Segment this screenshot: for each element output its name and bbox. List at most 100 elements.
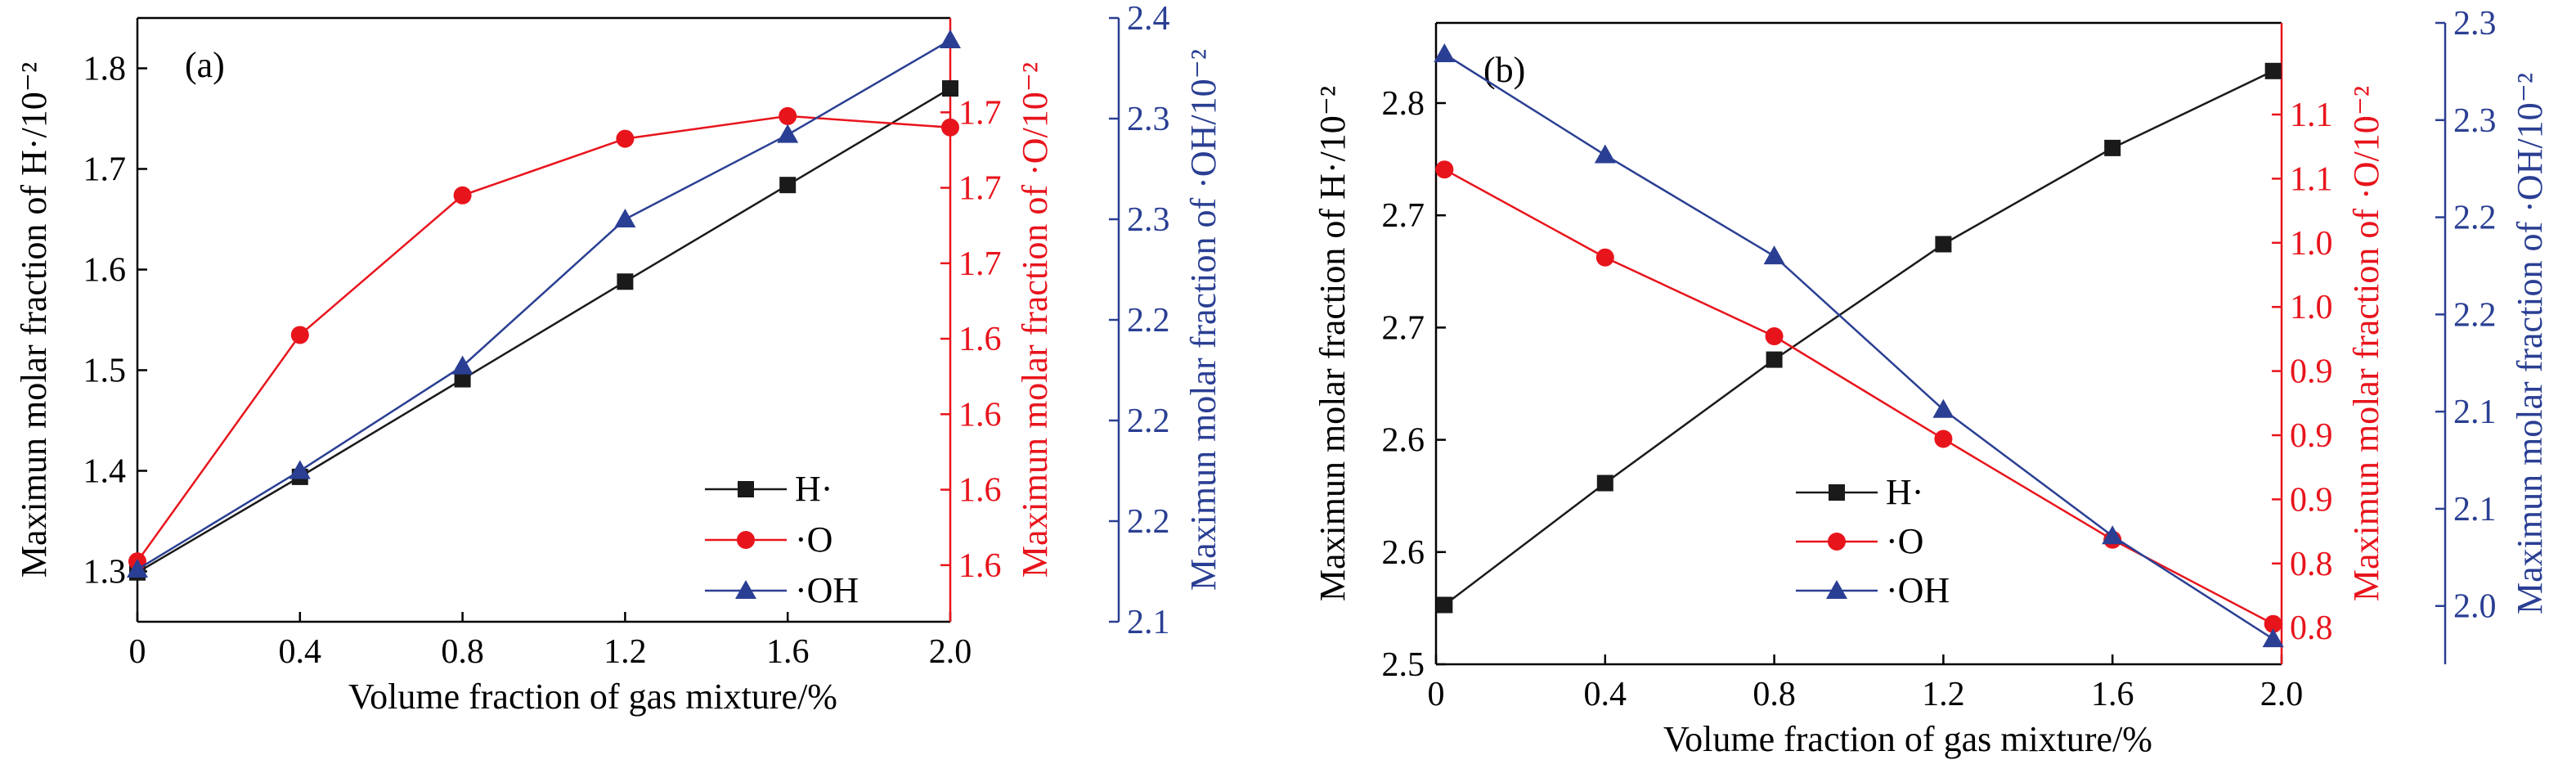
right1-tick-label: 1.7 — [958, 170, 1002, 208]
x-axis-label: Volume fraction of gas mixture/% — [1663, 719, 2152, 759]
right2-tick-label: 2.3 — [1127, 201, 1170, 239]
right2-tick-label: 2.2 — [2453, 296, 2497, 334]
right1-tick-label: 0.8 — [2290, 546, 2333, 583]
series-0-point — [2264, 62, 2282, 79]
left-tick-label: 2.7 — [1382, 309, 1425, 347]
legend-label-1: ·O — [1886, 521, 1923, 561]
series-1-point — [941, 118, 959, 137]
series-0-point — [1935, 236, 1952, 253]
right1-tick-label: 0.9 — [2290, 353, 2333, 391]
x-tick-label: 2.0 — [929, 633, 972, 671]
series-2-point — [451, 355, 473, 375]
right2-tick-label: 2.1 — [1127, 604, 1170, 641]
legend-label-2: ·OH — [1886, 570, 1950, 610]
x-tick-label: 1.2 — [604, 633, 647, 671]
series-0-point — [454, 371, 471, 388]
right1-tick-label: 1.6 — [958, 396, 1002, 434]
series-line-2 — [137, 38, 951, 571]
right1-tick-label: 0.8 — [2290, 609, 2333, 647]
series-2-point — [1932, 398, 1954, 418]
right2-tick-label: 2.2 — [1127, 402, 1170, 440]
series-2-point — [289, 460, 311, 479]
left-tick-label: 2.8 — [1382, 85, 1425, 123]
series-2-point — [1434, 43, 1456, 63]
left-tick-label: 2.6 — [1382, 422, 1425, 460]
left-tick-label: 1.8 — [83, 51, 127, 88]
x-tick-label: 0.8 — [1752, 676, 1796, 713]
panel-label: (a) — [185, 45, 225, 85]
right2-tick-label: 2.3 — [1127, 101, 1170, 138]
series-2-point — [940, 29, 961, 49]
left-tick-label: 1.5 — [83, 353, 127, 390]
right2-tick-label: 2.0 — [2453, 588, 2497, 626]
right2-tick-label: 2.3 — [2453, 102, 2497, 140]
series-line-1 — [1443, 169, 2274, 625]
series-1-point — [453, 186, 472, 205]
right1-tick-label: 1.1 — [2290, 160, 2333, 198]
right2-tick-label: 2.2 — [2453, 200, 2497, 237]
series-0-point — [1766, 351, 1783, 368]
legend-label-2: ·OH — [795, 570, 859, 610]
legend-marker-0 — [1829, 484, 1845, 501]
series-0-point — [779, 177, 797, 194]
right1-tick-label: 1.6 — [958, 547, 1002, 585]
right1-tick-label: 1.7 — [958, 94, 1002, 132]
panel-label: (b) — [1483, 50, 1525, 90]
right2-tick-label: 2.4 — [1127, 0, 1170, 38]
legend-marker-1 — [1828, 533, 1846, 551]
series-0-point — [1436, 596, 1453, 614]
series-2-point — [614, 209, 636, 227]
left-tick-label: 2.5 — [1382, 646, 1425, 684]
x-tick-label: 0 — [129, 633, 146, 671]
x-tick-label: 0.4 — [279, 633, 322, 671]
right2-tick-label: 2.1 — [2453, 491, 2497, 528]
right1-tick-label: 1.6 — [958, 472, 1002, 510]
series-2-point — [127, 559, 148, 578]
series-0-point — [1596, 474, 1613, 492]
legend-marker-2 — [1826, 580, 1847, 599]
right1-tick-label: 1.6 — [958, 321, 1002, 358]
legend-marker-2 — [735, 580, 756, 599]
right1-tick-label: 0.9 — [2290, 481, 2333, 519]
x-tick-label: 1.6 — [766, 633, 810, 671]
series-2-point — [1594, 144, 1616, 164]
right1-axis-label: Maximun molar fraction of ·O/10⁻² — [1015, 62, 1055, 578]
series-1-point — [616, 129, 635, 148]
series-0-point — [617, 273, 634, 290]
series-1-point — [290, 326, 309, 344]
right2-axis-label: Maximun molar fraction of ·OH/10⁻² — [1183, 49, 1223, 591]
panel-a-chart: 0 0.4 0.8 1.2 1.6 2.0 Volume fraction of gas m… — [14, 0, 1223, 717]
series-1-point — [779, 106, 797, 125]
right2-tick-label: 2.2 — [1127, 503, 1170, 541]
legend-label-1: ·O — [795, 519, 832, 560]
right2-tick-label: 2.3 — [2453, 5, 2497, 43]
legend-label-0: H· — [1886, 472, 1923, 512]
series-2-point — [2102, 525, 2124, 545]
left-tick-label: 1.3 — [83, 554, 127, 591]
legend-marker-1 — [737, 531, 755, 549]
left-tick-label: 1.4 — [83, 453, 127, 491]
series-1-point — [1435, 160, 1454, 179]
right1-axis-label: Maximun molar fraction of ·O/10⁻² — [2346, 86, 2386, 601]
legend-marker-0 — [738, 481, 754, 497]
left-tick-label: 2.6 — [1382, 534, 1425, 572]
series-0-point — [2104, 139, 2121, 156]
left-axis-label: Maximun molar fraction of H·/10⁻² — [14, 62, 54, 578]
series-0-point — [942, 80, 958, 97]
right2-tick-label: 2.1 — [2453, 393, 2497, 431]
x-tick-label: 0 — [1428, 676, 1445, 713]
left-tick-label: 2.7 — [1382, 197, 1425, 235]
x-tick-label: 1.2 — [1922, 676, 1965, 713]
series-line-0 — [1443, 70, 2274, 606]
right2-axis-label: Maximun molar fraction of ·OH/10⁻² — [2510, 73, 2550, 614]
series-1-point — [1595, 248, 1614, 267]
x-tick-label: 0.8 — [441, 633, 484, 671]
left-axis-label: Maximun molar fraction of H·/10⁻² — [1313, 86, 1353, 601]
right1-tick-label: 1.7 — [958, 245, 1002, 283]
series-1-point — [1934, 429, 1953, 448]
series-line-2 — [1443, 52, 2274, 641]
right2-tick-label: 2.2 — [1127, 302, 1170, 340]
right1-tick-label: 1.1 — [2290, 97, 2333, 134]
series-1-point — [2264, 614, 2282, 633]
